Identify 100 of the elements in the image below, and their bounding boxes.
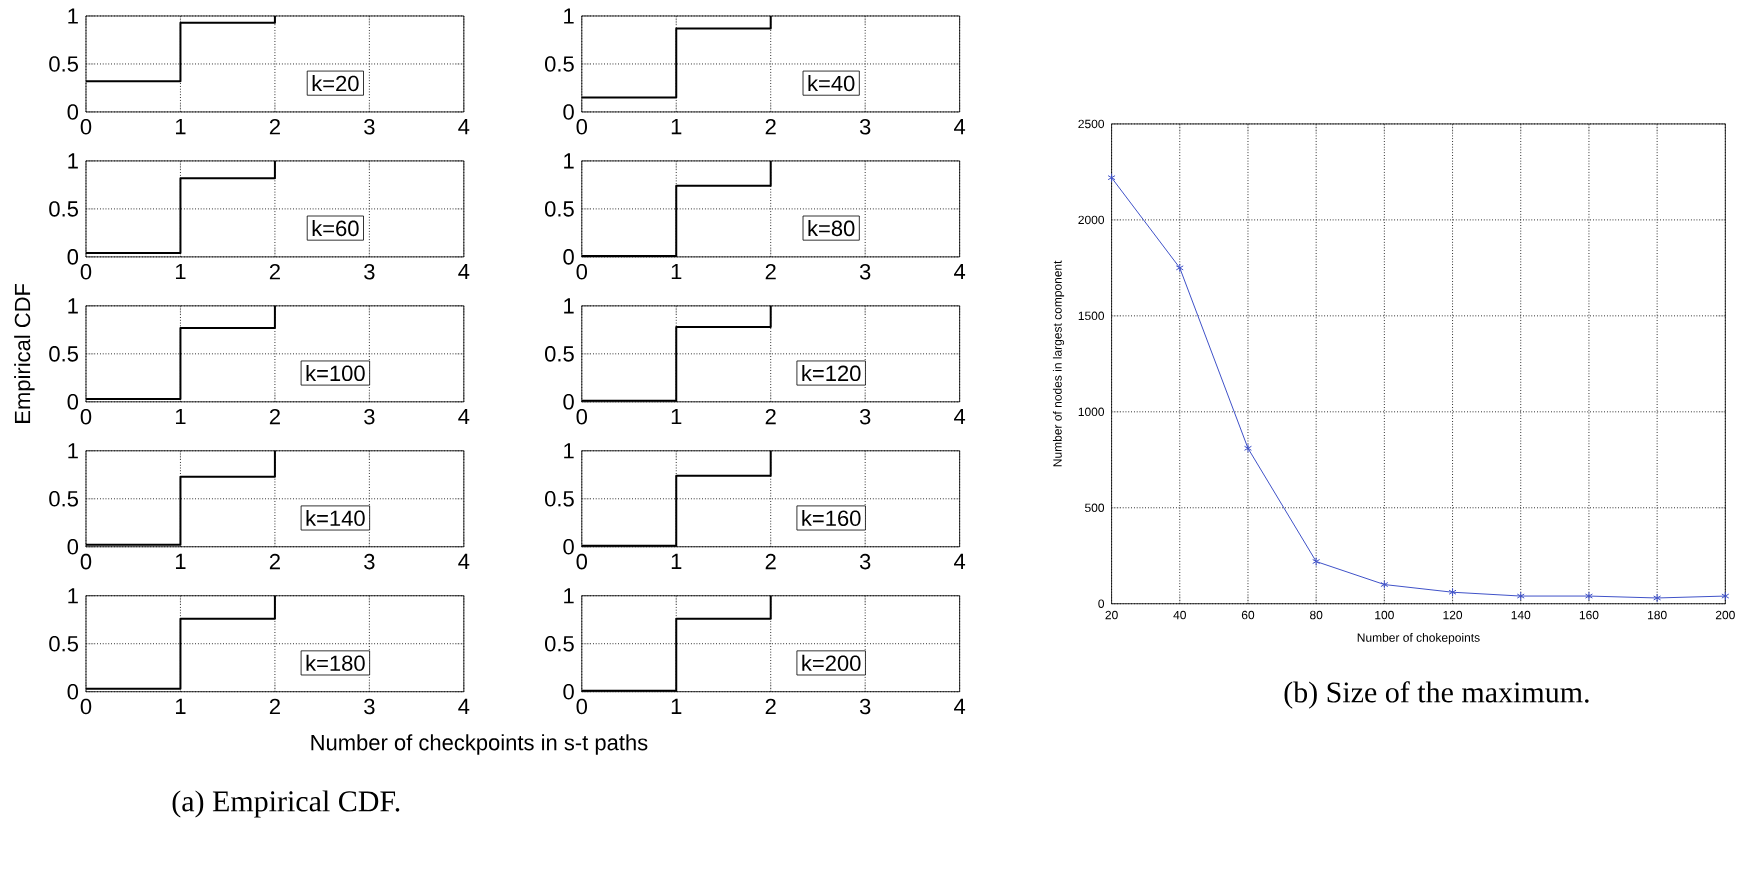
y-tick-label: 0.5 [49, 346, 78, 362]
annotation: k=60 [312, 220, 359, 237]
x-tick-label: 3 [859, 119, 871, 135]
y-tick-label: 0 [67, 684, 79, 700]
x-tick-label: 4 [458, 409, 470, 425]
x-tick-label: 1 [671, 554, 682, 570]
x-tick-label: 3 [364, 698, 375, 715]
x-tick-label: 3 [364, 554, 375, 570]
x-tick-label: 0 [80, 119, 92, 135]
x-tick-label: 0 [80, 554, 92, 570]
x-tick-label: 0 [576, 554, 588, 570]
x-tick-label: 4 [954, 264, 966, 280]
y-tick-label: 0.5 [49, 56, 78, 72]
x-tick-label: 4 [458, 264, 470, 280]
x-tick-label: 4 [954, 698, 966, 715]
y-tick-label: 1 [68, 8, 78, 24]
x-tick-label: 3 [364, 119, 375, 135]
x-tick-label: 1 [176, 119, 186, 135]
point [1448, 587, 1457, 597]
y-tick-label: 0 [67, 394, 79, 410]
x-tick-label: 1 [671, 264, 682, 280]
y-tick-label: 0.5 [49, 491, 78, 507]
y-tick-label: 1 [68, 153, 78, 169]
x-tick-label: 1 [671, 698, 682, 715]
x-tick-label: 4 [954, 119, 966, 135]
x-tick-label: 0 [576, 119, 588, 135]
y-tick-label: 1 [564, 443, 574, 459]
x-tick-label: 4 [458, 119, 470, 135]
y-tick-label: 0 [563, 394, 574, 410]
annotation: k=20 [312, 75, 359, 92]
x-tick-label: 3 [364, 264, 375, 280]
y-tick-label: 0.5 [545, 491, 574, 507]
y-tick-label: 0 [563, 104, 574, 120]
x-tick-label: 1 [176, 698, 186, 715]
point [1175, 263, 1184, 273]
x-tick-label: 4 [954, 554, 966, 570]
y-tick-label: 0.5 [545, 201, 574, 217]
annotation: k=180 [306, 655, 365, 672]
x-tick-label: 0 [576, 264, 588, 280]
y-tick-label: 1 [68, 298, 78, 314]
annotation: k=140 [306, 510, 365, 527]
y-tick-label: 1 [564, 153, 574, 169]
point [1653, 593, 1662, 603]
x-tick-label: 3 [859, 264, 871, 280]
x-tick-label: 0 [576, 698, 588, 715]
y-tick-label: 0 [563, 539, 574, 555]
x-tick-label: 3 [859, 698, 871, 715]
x-tick-label: 2 [269, 698, 280, 715]
x-tick-label: 2 [765, 554, 776, 570]
y-tick-label: 0.5 [545, 636, 574, 652]
y-tick-label: 0 [67, 249, 79, 265]
x-tick-label: 3 [364, 409, 375, 425]
y-tick-label: 1 [564, 8, 574, 24]
point [1380, 580, 1389, 590]
x-tick-label: 4 [458, 554, 470, 570]
y-tick-label: 0.5 [49, 201, 78, 217]
annotation: k=80 [808, 220, 855, 237]
y-tick-label: 0 [67, 104, 79, 120]
x-tick-label: 1 [176, 554, 186, 570]
x-tick-label: 2 [765, 119, 776, 135]
text: (b) Size of the maximum. [1284, 681, 1589, 709]
x-tick-label: 2 [765, 409, 776, 425]
x-tick-label: 3 [859, 409, 871, 425]
y-tick-label: 1 [564, 588, 574, 604]
annotation: k=100 [306, 365, 365, 382]
y-tick-label: 0.5 [545, 346, 574, 362]
x-tick-label: 2 [269, 409, 280, 425]
x-tick-label: 2 [269, 264, 280, 280]
x-tick-label: 2 [269, 554, 280, 570]
annotation: k=160 [802, 510, 861, 527]
annotation: k=40 [808, 75, 855, 92]
point [1516, 591, 1525, 601]
x-tick-label: 2 [765, 698, 776, 715]
x-tick-label: 3 [859, 554, 871, 570]
annotation: k=120 [802, 365, 861, 382]
text: (a) Empirical CDF. [172, 790, 400, 818]
x-tick-label: 0 [576, 409, 588, 425]
x-tick-label: 1 [175, 409, 186, 425]
x-tick-label: 4 [458, 698, 470, 715]
x-tick-label: 1 [671, 119, 682, 135]
x-tick-label: 1 [671, 409, 682, 425]
x-tick-label: 2 [269, 119, 280, 135]
y-tick-label: 0.5 [49, 636, 78, 652]
x-axis-title: Number of checkpoints in s-t paths [311, 734, 648, 755]
x-tick-label: 4 [954, 409, 966, 425]
y-tick-label: 1 [564, 298, 574, 314]
annotation: k=200 [802, 655, 861, 672]
x-tick-label: 0 [80, 264, 92, 280]
y-tick-label: 1 [68, 588, 78, 604]
x-tick-label: 1 [176, 264, 186, 280]
x-tick-label: 2 [765, 264, 776, 280]
point [1584, 591, 1593, 601]
point [1312, 557, 1321, 567]
x-tick-label: 0 [80, 409, 92, 425]
y-tick-label: 0 [67, 539, 79, 555]
y-tick-label: 0.5 [545, 56, 574, 72]
x-tick-label: 0 [80, 698, 92, 715]
y-tick-label: 0 [563, 249, 574, 265]
y-tick-label: 1 [68, 443, 78, 459]
y-tick-label: 0 [563, 684, 574, 700]
